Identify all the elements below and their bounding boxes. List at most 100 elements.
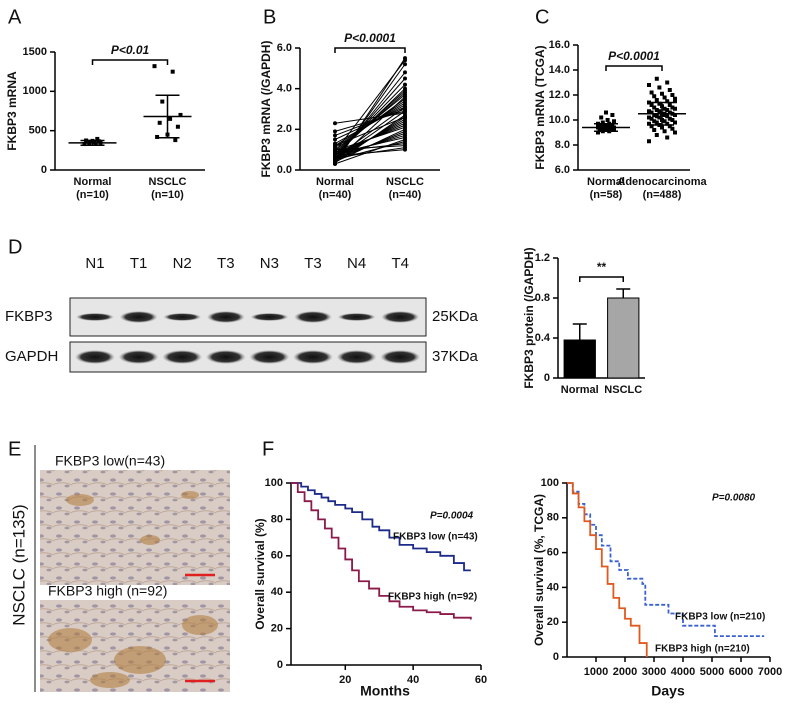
dot [667,103,672,107]
dot [673,130,677,135]
dot [647,139,651,144]
y-axis-label: FKBP3 mRNA [5,71,19,151]
dot [654,76,659,81]
lane-label: N4 [347,255,366,272]
bar [563,339,596,379]
y-tick-label: 500 [29,125,47,137]
ihc-stain [48,491,218,688]
x-tick-label: 4000 [671,666,695,678]
dot [649,90,654,95]
pair-line [334,112,406,124]
dot [670,105,675,110]
dot [596,130,600,135]
pair-line [334,92,406,155]
dot [178,112,183,117]
x-tick-label: 1000 [584,666,608,678]
y-tick-label: 0.8 [535,292,550,304]
y-tick-label: 40 [547,581,559,593]
dot [157,120,162,125]
survival-curve [291,482,472,620]
dot [403,82,407,87]
sig-bracket [91,59,169,65]
dot [673,106,677,111]
sd-bar [155,94,180,139]
x-tick-label: Normal [74,176,112,188]
y-tick-label: 1000 [23,85,47,97]
x-tick-label: 6000 [729,666,753,678]
dot [665,114,670,119]
dot [600,120,605,125]
panel-label: A [8,6,22,28]
dot [152,64,157,69]
dot [667,110,672,115]
dot [333,133,337,138]
x-tick-note: (n=488) [643,189,682,201]
dot [649,124,654,129]
dot [175,124,180,129]
series-label: FKBP3 high (n=92) [388,592,477,603]
y-tick-label: 60 [271,550,283,562]
y-tick-label: 1500 [23,46,47,58]
size-label: 37KDa [432,348,479,365]
band [294,311,332,323]
dot [647,121,651,126]
x-tick-note: (n=10) [76,189,109,201]
y-tick-label: 14.0 [549,64,570,76]
y-tick-label: 4.0 [277,83,292,95]
dot [604,110,608,115]
dot [652,105,657,110]
dot [605,118,610,122]
pair-line [334,96,406,163]
y-axis-label: Overall survival (%, TCGA) [532,494,546,646]
dot [670,126,675,131]
dot [660,125,664,130]
x-tick-label: Normal [561,384,599,396]
dot [403,109,407,114]
dot [610,113,615,117]
dot [665,108,670,112]
dot [403,115,407,120]
dot [654,98,659,102]
band [381,311,420,323]
y-tick-label: 1.2 [535,252,550,264]
y-tick-label: 0.0 [277,164,292,176]
panel-label: F [262,438,274,460]
survival-curve [291,482,471,572]
p-value: P=0.0004 [430,511,474,522]
dot [665,99,670,104]
dot [657,85,662,90]
ihc-caption: FKBP3 high (n=92) [48,583,167,599]
dot [673,113,677,117]
dot [662,106,667,111]
dot [654,120,659,125]
dot [82,142,87,147]
p-value: P=0.0080 [712,493,756,504]
series-label: FKBP3 low (n=210) [675,612,765,623]
pair-line [334,88,406,157]
pair-line [334,149,406,157]
panel-label: C [535,6,549,28]
x-tick-label: 60 [475,674,487,686]
dot [403,94,407,99]
dot [662,119,667,124]
dot [665,121,670,126]
sd-bar [650,101,674,126]
x-tick-label: Normal [587,176,625,188]
band [206,311,245,323]
lane-label: T3 [304,255,322,272]
dot [333,143,337,148]
band [293,350,333,364]
dot [403,90,407,95]
band [118,350,159,364]
dot [673,96,677,101]
x-tick-note: (n=10) [151,189,184,201]
y-axis-label: FKBP3 mRNA (/GAPDH) [259,41,273,178]
band [336,350,377,364]
ihc-label: NSCLC (n=135) [9,504,28,625]
dot [670,93,675,97]
pair-line [334,59,406,153]
lane-label: N1 [85,255,104,272]
y-axis-label: FKBP3 mRNA (TCGA) [533,45,547,169]
dot [673,120,677,125]
dot [403,76,407,81]
